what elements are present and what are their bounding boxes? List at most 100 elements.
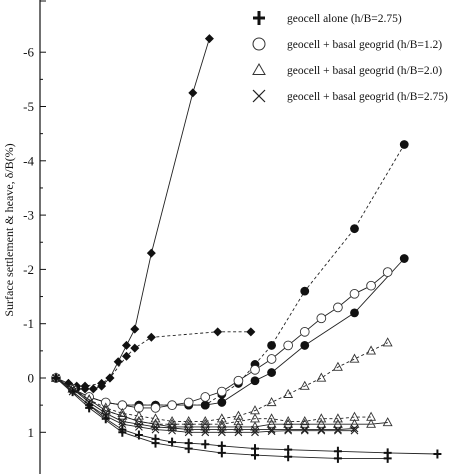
data-point [283, 418, 294, 428]
data-point [382, 417, 393, 427]
series-3 [51, 140, 409, 410]
data-point [349, 353, 360, 363]
data-point [184, 428, 193, 437]
data-point [399, 254, 409, 263]
series-1 [51, 34, 214, 394]
data-point [399, 140, 409, 149]
series-line [55, 38, 210, 390]
data-point [167, 400, 177, 411]
data-point [85, 403, 94, 413]
data-point [316, 372, 327, 382]
data-point [101, 409, 110, 418]
legend: geocell alone (h/B=2.75) geocell + basal … [252, 11, 448, 103]
y-tick-label: -5 [23, 99, 34, 114]
data-point [146, 248, 156, 258]
data-point [284, 426, 293, 435]
data-point [334, 425, 342, 434]
y-tick-label: 1 [28, 425, 35, 440]
data-point [151, 425, 160, 434]
data-point [283, 416, 294, 426]
data-point [233, 416, 244, 426]
y-axis: -6 -5 -4 -3 -2 -1 0 1 Surface settlement & heave… [2, 0, 46, 474]
legend-marker [252, 62, 266, 75]
data-point [216, 386, 227, 397]
data-point [213, 327, 223, 337]
data-point [266, 354, 277, 364]
data-point [366, 418, 377, 428]
data-point [184, 444, 193, 454]
data-point [316, 413, 327, 423]
data-point [334, 426, 342, 435]
data-point [299, 380, 310, 390]
data-point [349, 288, 360, 299]
series-9 [52, 374, 359, 434]
data-point [366, 345, 377, 355]
data-point [349, 418, 360, 428]
data-point [317, 425, 326, 434]
series-line [55, 377, 388, 428]
data-point [118, 420, 127, 429]
series-12 [52, 373, 392, 463]
data-point [382, 337, 393, 347]
data-point [100, 402, 111, 412]
data-point [250, 365, 260, 375]
data-point [113, 357, 123, 367]
data-point [121, 351, 131, 361]
data-point [188, 88, 198, 98]
data-point [300, 425, 309, 434]
data-point [251, 450, 259, 460]
data-point [332, 418, 343, 428]
data-point [300, 426, 309, 435]
data-point [250, 413, 260, 423]
y-tick-label: -2 [23, 262, 34, 277]
legend-label: geocell + basal geogrid (h/B=1.2) [287, 39, 442, 51]
series-line [55, 377, 388, 459]
legend-marker [253, 11, 265, 25]
data-point [333, 302, 343, 313]
data-series [51, 34, 442, 463]
data-point [151, 438, 160, 448]
data-point [266, 396, 277, 407]
series-line [55, 342, 388, 422]
y-tick-label: -4 [23, 153, 34, 168]
data-point [217, 428, 226, 437]
y-tick-label: -3 [23, 208, 34, 223]
data-point [267, 425, 276, 434]
data-point [350, 224, 359, 234]
data-point [332, 413, 343, 423]
data-point [117, 410, 128, 420]
data-point [150, 403, 161, 413]
data-point [300, 341, 310, 350]
y-tick-label: -6 [23, 45, 34, 60]
data-point [52, 373, 60, 383]
data-point [316, 418, 327, 428]
series-line [55, 377, 438, 455]
data-point [217, 398, 227, 407]
data-point [217, 448, 226, 458]
data-point [80, 381, 90, 391]
data-point [216, 418, 227, 428]
data-point [317, 426, 326, 435]
legend-label: geocell + basal geogrid (h/B=2.0) [287, 65, 442, 77]
data-point [130, 324, 140, 334]
data-point [350, 308, 359, 318]
data-point [133, 410, 144, 420]
legend-marker [252, 89, 266, 103]
series-2 [51, 327, 256, 391]
data-point [283, 340, 294, 351]
data-point [135, 422, 143, 431]
data-point [233, 410, 244, 420]
data-point [183, 416, 194, 426]
data-point [267, 427, 276, 436]
data-point [118, 427, 127, 437]
series-line [55, 331, 251, 387]
legend-entry: geocell alone (h/B=2.75) [253, 11, 402, 25]
data-point [233, 375, 244, 386]
data-point [267, 341, 276, 350]
data-point [68, 387, 77, 397]
data-point [200, 392, 211, 402]
data-point [246, 327, 256, 337]
data-point [350, 426, 359, 435]
data-point [333, 453, 342, 463]
